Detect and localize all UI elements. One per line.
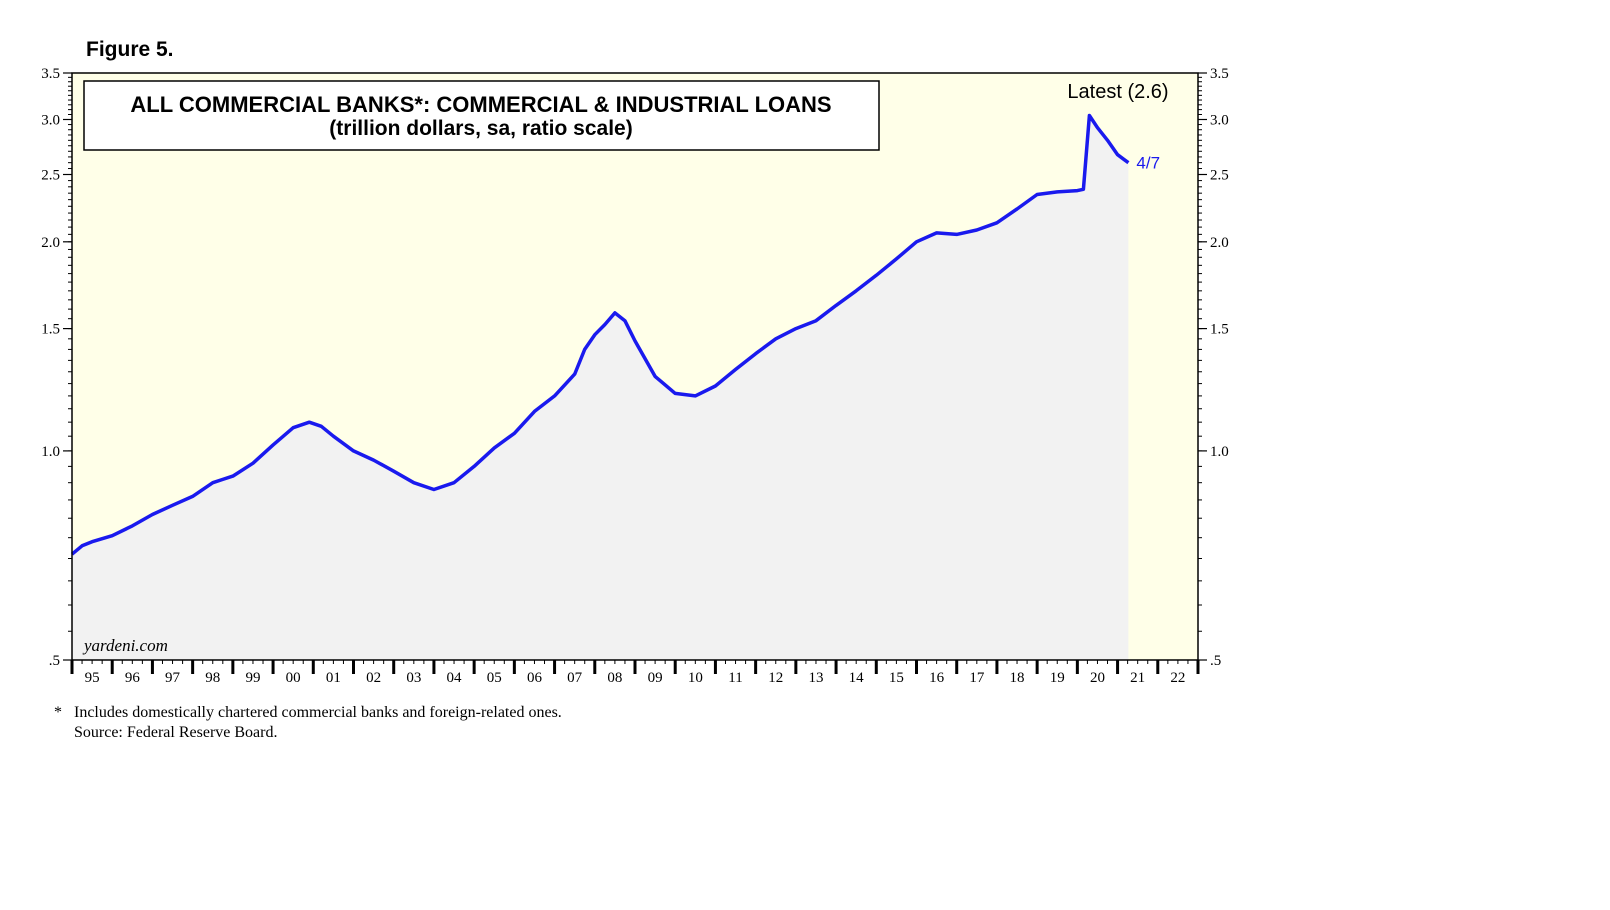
- footnote-text: Includes domestically chartered commerci…: [74, 704, 562, 721]
- y-axis-left: .5 1.0 1.5 2.0 2.5 3.0 3.5: [41, 66, 72, 669]
- source-note: Source: Federal Reserve Board.: [74, 724, 278, 741]
- y-tick-label-left: 2.0: [41, 235, 60, 251]
- y-tick-label-right: 2.5: [1210, 167, 1229, 183]
- x-tick-label: 16: [929, 670, 945, 686]
- chart-title: ALL COMMERCIAL BANKS*: COMMERCIAL & INDU…: [130, 92, 831, 117]
- x-tick-label: 08: [607, 670, 622, 686]
- y-tick-label-right: 3.5: [1210, 66, 1229, 82]
- y-tick-label-right: 1.0: [1210, 444, 1229, 460]
- x-tick-label: 04: [447, 670, 463, 686]
- x-tick-label: 20: [1090, 670, 1105, 686]
- x-tick-label: 22: [1170, 670, 1185, 686]
- title-box: [83, 80, 880, 151]
- x-tick-label: 12: [768, 670, 783, 686]
- latest-date-label: 4/7: [1136, 154, 1160, 173]
- x-tick-label: 00: [286, 670, 301, 686]
- x-tick-label: 10: [688, 670, 703, 686]
- y-tick-label-right: 2.0: [1210, 235, 1229, 251]
- x-axis: 95 96 97 98 99 00 01 02 03 04 05 06 07 08 09 10 11 12 13 14…: [70, 660, 1200, 686]
- footnote-marker: *: [54, 704, 62, 721]
- y-tick-label-left: 3.5: [41, 66, 60, 82]
- x-tick-label: 11: [728, 670, 742, 686]
- chart-subtitle: (trillion dollars, sa, ratio scale): [329, 117, 632, 140]
- x-tick-label: 96: [125, 670, 141, 686]
- y-tick-label-left: 2.5: [41, 167, 60, 183]
- x-tick-label: 03: [406, 670, 421, 686]
- y-axis-right: .5 1.0 1.5 2.0 2.5 3.0 3.5: [1198, 66, 1229, 669]
- x-tick-label: 05: [487, 670, 502, 686]
- future-region: [1129, 73, 1198, 660]
- series-area: [72, 115, 1129, 660]
- x-tick-label: 19: [1050, 670, 1065, 686]
- y-tick-label-left: .5: [49, 653, 60, 669]
- x-tick-label: 02: [366, 670, 381, 686]
- y-tick-label-right: 3.0: [1210, 113, 1229, 129]
- x-tick-label: 97: [165, 670, 181, 686]
- x-tick-label: 17: [969, 670, 985, 686]
- x-tick-label: 06: [527, 670, 543, 686]
- x-tick-label: 21: [1130, 670, 1145, 686]
- x-tick-label: 18: [1010, 670, 1025, 686]
- y-tick-label-left: 1.5: [41, 322, 60, 338]
- latest-label: Latest (2.6): [1067, 81, 1168, 103]
- y-tick-label-right: .5: [1210, 653, 1221, 669]
- x-tick-label: 15: [889, 670, 904, 686]
- y-tick-label-left: 1.0: [41, 444, 60, 460]
- x-tick-label: 13: [808, 670, 823, 686]
- series-line: [70, 113, 1130, 556]
- y-tick-label-right: 1.5: [1210, 322, 1229, 338]
- x-tick-label: 14: [849, 670, 865, 686]
- figure-label: Figure 5.: [86, 38, 174, 61]
- y-tick-label-left: 3.0: [41, 113, 60, 129]
- x-tick-label: 98: [205, 670, 220, 686]
- x-tick-label: 01: [326, 670, 341, 686]
- x-tick-label: 07: [567, 670, 583, 686]
- chart: .5 1.0 1.5 2.0 2.5 3.0 3.5 .5 1.0 1.5 2.0 2.5 3.0 3.…: [41, 66, 1229, 686]
- x-tick-label: 09: [648, 670, 663, 686]
- x-tick-label: 95: [85, 670, 100, 686]
- x-tick-label: 99: [245, 670, 260, 686]
- watermark: yardeni.com: [82, 636, 168, 655]
